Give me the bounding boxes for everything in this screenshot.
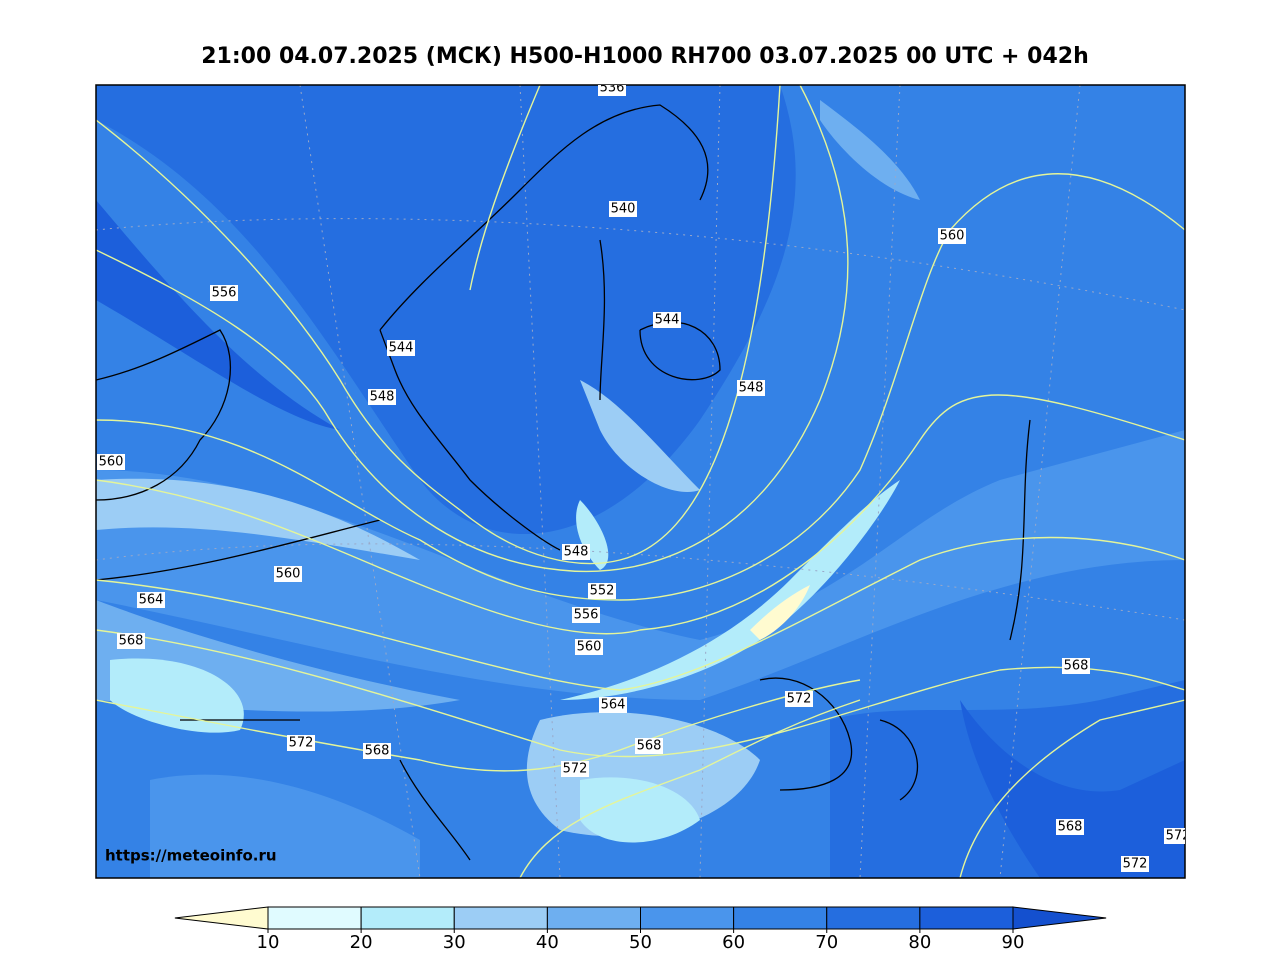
contour-label: 572 [563,762,588,777]
contour-label: 560 [99,455,124,470]
contour-label-bg [635,738,663,754]
contour-label: 568 [1058,820,1083,835]
contour-label: 540 [611,202,636,217]
contour-label-bg [274,566,302,582]
colorbar-tick-label: 90 [1002,932,1025,953]
contour-label: 548 [739,381,764,396]
contour-label-bg [97,454,125,470]
colorbar-extend-high [1012,906,1107,930]
contour-label: 572 [1166,829,1191,844]
contour-label-bg [368,389,396,405]
contour-label-bg [598,85,626,96]
colorbar-tick-label: 60 [722,932,745,953]
contour-label: 568 [119,634,144,649]
contour-label: 572 [289,736,314,751]
contour-label-bg [562,544,590,560]
colorbar-tick-label: 70 [815,932,838,953]
contour-label: 552 [590,584,615,599]
contour-label-bg [572,607,600,623]
colorbar-tick-label: 40 [536,932,559,953]
contour-label: 568 [637,739,662,754]
contour-label-bg [210,285,238,301]
contour-label: 564 [139,593,164,608]
contour-label-bg [117,633,145,649]
contour-label-bg [363,743,391,759]
colorbar-segment [267,906,362,930]
map-title: 21:00 04.07.2025 (МСК) H500-H1000 RH700 … [201,44,1088,69]
contour-label-bg [737,380,765,396]
contour-label-bg [575,639,603,655]
contour-label: 536 [600,81,625,96]
colorbar-segment [640,906,735,930]
contour-label: 568 [1064,659,1089,674]
contour-label-bg [785,691,813,707]
contour-label-bg [609,201,637,217]
map-area [96,85,1185,878]
contour-label: 544 [389,341,414,356]
colorbar-tick-label: 80 [908,932,931,953]
colorbar-tick-label: 50 [629,932,652,953]
colorbar-segment [546,906,641,930]
contour-label: 560 [940,229,965,244]
contour-label: 560 [276,567,301,582]
colorbar-segment [826,906,921,930]
contour-label-bg [561,761,589,777]
contour-label-bg [287,735,315,751]
contour-label-bg [387,340,415,356]
colorbar-tick-label: 30 [443,932,466,953]
contour-label: 556 [574,608,599,623]
contour-label-bg [1164,828,1185,844]
contour-label-bg [1121,856,1149,872]
contour-label: 568 [365,744,390,759]
contour-label: 548 [370,390,395,405]
colorbar-segment [360,906,455,930]
colorbar-tick-label: 10 [257,932,280,953]
contour-label-bg [137,592,165,608]
contour-label-bg [1056,819,1084,835]
contour-label-bg [588,583,616,599]
contour-label: 548 [564,545,589,560]
contour-label: 544 [655,313,680,328]
contour-label: 572 [1123,857,1148,872]
contour-label: 560 [577,640,602,655]
colorbar: 10 20 30 40 50 60 70 80 90 [174,906,1107,953]
contour-labels: 536 540 544 544 548 548 548 552 556 556 560 560 560 5… [97,81,1191,872]
contour-label-bg [653,312,681,328]
contour-label: 572 [787,692,812,707]
contour-label: 556 [212,286,237,301]
colorbar-segment [733,906,828,930]
contour-label-bg [599,697,627,713]
colorbar-segment [453,906,548,930]
colorbar-tick-label: 20 [350,932,373,953]
contour-label: 564 [601,698,626,713]
contour-label-bg [1062,658,1090,674]
colorbar-extend-low [174,906,269,930]
source-url: https://meteoinfo.ru [105,847,277,865]
colorbar-segment [919,906,1014,930]
map-frame [95,84,1186,879]
contour-label-bg [938,228,966,244]
